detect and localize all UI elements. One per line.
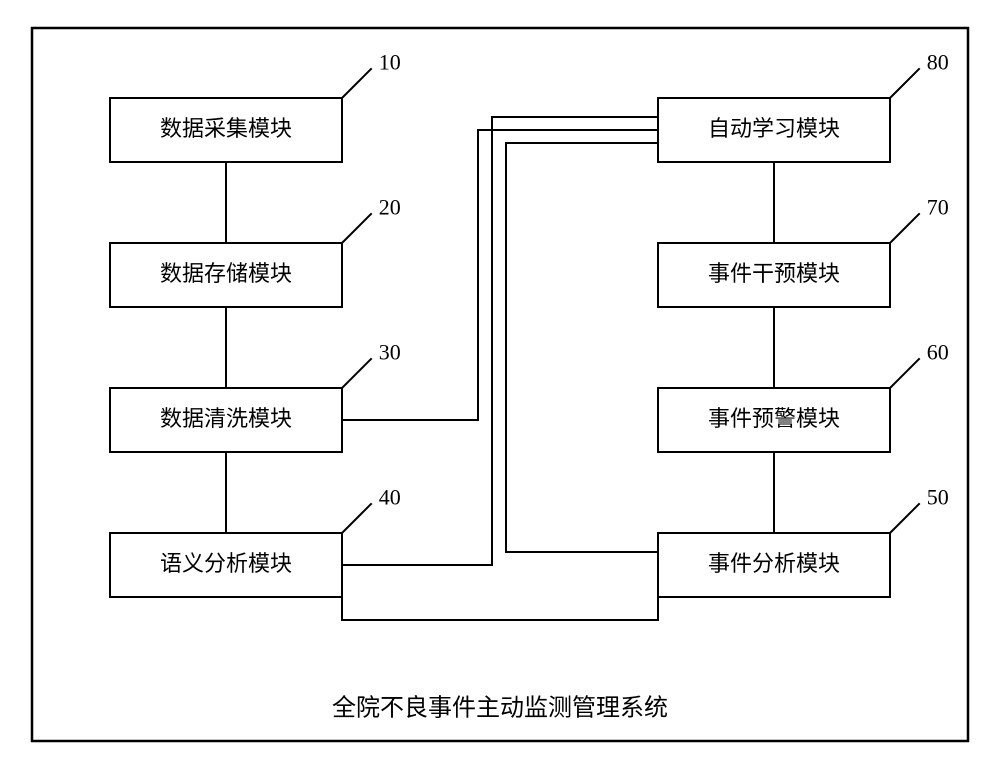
leader-n70: [890, 213, 920, 243]
leader-n50: [890, 503, 920, 533]
edge-e_n30_n80: [342, 130, 658, 420]
node-label-n20: 数据存储模块: [160, 261, 292, 286]
leader-n60: [890, 358, 920, 388]
leader-n80: [890, 68, 920, 98]
leader-n30: [342, 358, 372, 388]
node-number-n60: 60: [927, 339, 949, 364]
node-number-n80: 80: [927, 49, 949, 74]
edge-e_n40_n50: [342, 597, 658, 620]
node-number-n40: 40: [379, 484, 401, 509]
node-number-n30: 30: [379, 339, 401, 364]
node-label-n70: 事件干预模块: [708, 261, 840, 286]
leader-n20: [342, 213, 372, 243]
node-label-n10: 数据采集模块: [160, 116, 292, 141]
node-label-n50: 事件分析模块: [708, 551, 840, 576]
diagram-caption: 全院不良事件主动监测管理系统: [332, 695, 668, 722]
node-number-n70: 70: [927, 194, 949, 219]
leader-n40: [342, 503, 372, 533]
node-number-n50: 50: [927, 484, 949, 509]
node-number-n10: 10: [379, 49, 401, 74]
node-label-n30: 数据清洗模块: [160, 406, 292, 431]
leader-n10: [342, 68, 372, 98]
node-label-n60: 事件预警模块: [708, 406, 840, 431]
node-number-n20: 20: [379, 194, 401, 219]
edge-e_n50_n80: [506, 143, 658, 552]
node-label-n40: 语义分析模块: [160, 551, 292, 576]
node-label-n80: 自动学习模块: [708, 116, 840, 141]
